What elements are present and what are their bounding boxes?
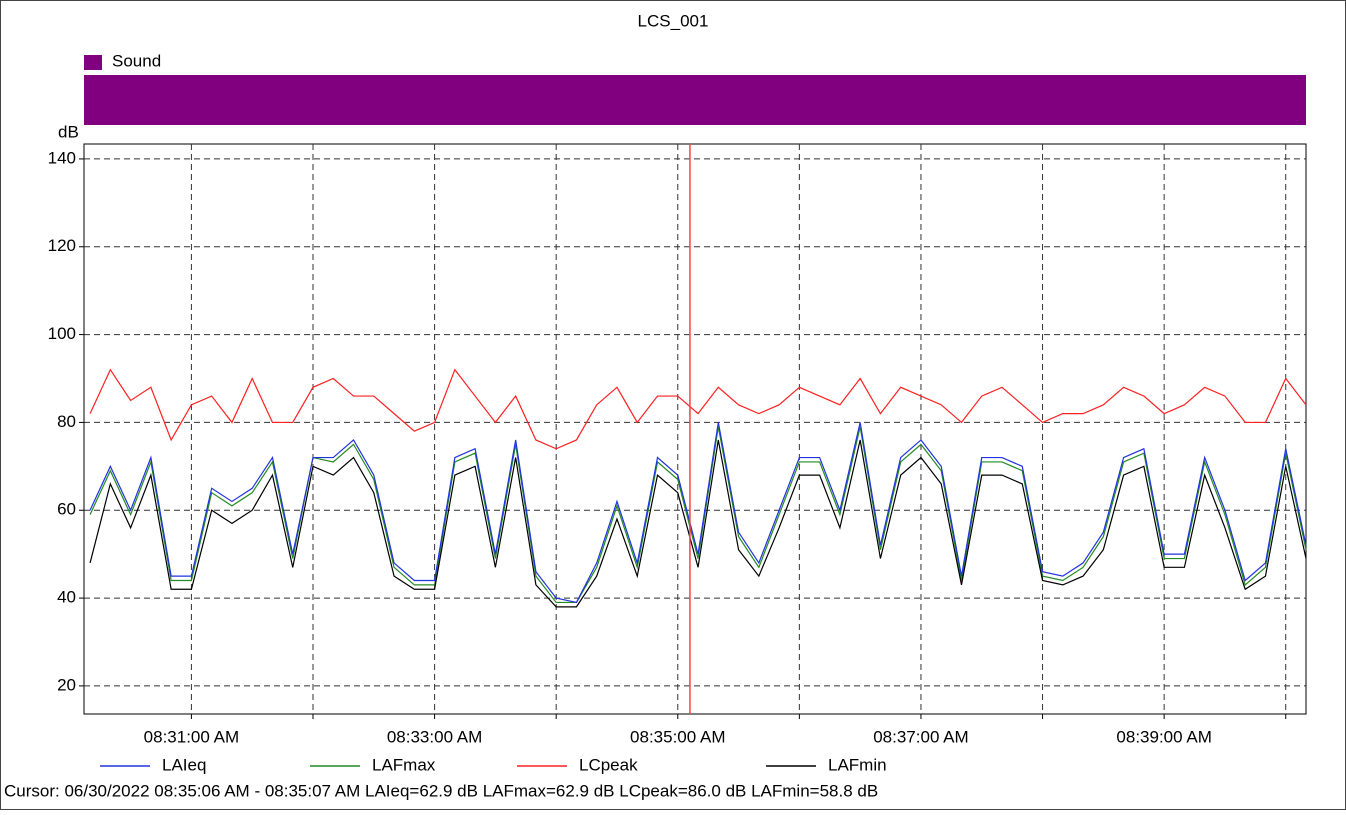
band bbox=[84, 75, 1306, 125]
y-tick-label: 140 bbox=[48, 148, 76, 167]
series-line bbox=[89, 422, 1307, 604]
x-tick-label: 08:33:00 AM bbox=[387, 727, 482, 746]
legend-label: LCpeak bbox=[579, 755, 638, 774]
x-tick-label: 08:35:00 AM bbox=[630, 727, 725, 746]
legend-label: LAFmax bbox=[372, 755, 436, 774]
x-tick-label: 08:31:00 AM bbox=[144, 727, 239, 746]
x-tick-label: 08:39:00 AM bbox=[1116, 727, 1211, 746]
series-line bbox=[89, 426, 1307, 604]
cursor-readout: Cursor: 06/30/2022 08:35:06 AM - 08:35:0… bbox=[4, 781, 878, 800]
y-tick-label: 120 bbox=[48, 236, 76, 255]
y-tick-label: 80 bbox=[57, 412, 76, 431]
series-line bbox=[89, 368, 1307, 450]
chart-title: LCS_001 bbox=[638, 11, 709, 30]
legend-label: LAIeq bbox=[162, 755, 206, 774]
y-tick-label: 60 bbox=[57, 500, 76, 519]
y-tick-label: 40 bbox=[57, 588, 76, 607]
band-legend-swatch bbox=[84, 55, 102, 70]
y-tick-label: 20 bbox=[57, 675, 76, 694]
legend-label: LAFmin bbox=[828, 755, 887, 774]
series-line bbox=[89, 439, 1307, 608]
plot-area bbox=[83, 143, 1307, 715]
y-tick-label: 100 bbox=[48, 324, 76, 343]
x-tick-label: 08:37:00 AM bbox=[873, 727, 968, 746]
y-axis-label: dB bbox=[58, 122, 79, 141]
band-legend-label: Sound bbox=[112, 51, 161, 70]
